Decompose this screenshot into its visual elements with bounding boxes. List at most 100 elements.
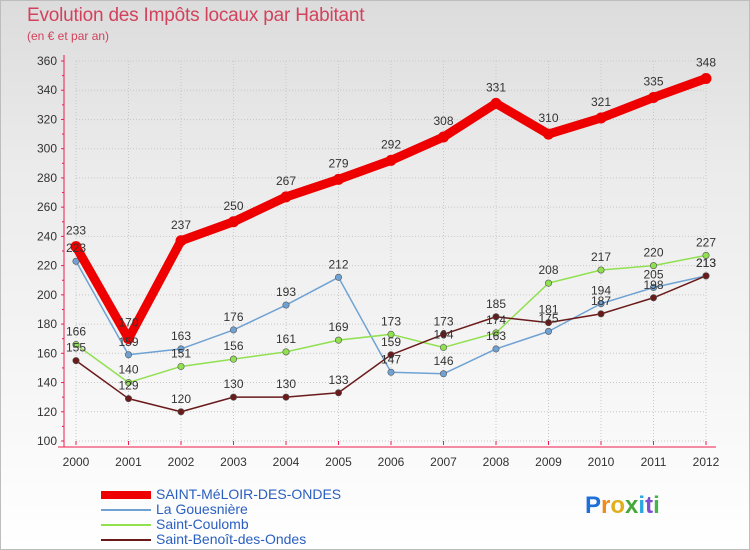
logo-letter: t xyxy=(645,492,654,519)
data-label-la-gouesniere: 213 xyxy=(696,256,716,270)
data-point-saint-coulomb xyxy=(387,330,395,338)
y-tick-label: 360 xyxy=(37,54,57,68)
data-label-la-gouesniere: 163 xyxy=(171,329,191,343)
proxiti-logo: Proxiti xyxy=(585,492,660,520)
legend-label: La Gouesnière xyxy=(156,501,248,517)
data-point-la-gouesniere xyxy=(439,370,447,378)
y-tick-label: 300 xyxy=(37,142,57,156)
data-label-saint-meloir-des-ondes: 267 xyxy=(276,174,296,188)
data-label-saint-coulomb: 161 xyxy=(276,332,296,346)
y-tick-label: 160 xyxy=(37,346,57,360)
data-label-saint-meloir-des-ondes: 237 xyxy=(171,218,191,232)
data-label-saint-benoit-des-ondes: 120 xyxy=(171,392,191,406)
data-point-saint-benoit-des-ondes xyxy=(282,393,290,401)
y-tick-label: 320 xyxy=(37,112,57,126)
data-point-la-gouesniere xyxy=(230,326,238,334)
data-label-saint-benoit-des-ondes: 198 xyxy=(643,278,663,292)
x-tick-label: 2003 xyxy=(220,455,247,469)
y-tick-label: 260 xyxy=(37,200,57,214)
data-point-la-gouesniere xyxy=(649,284,657,292)
data-point-saint-coulomb xyxy=(282,348,290,356)
data-point-saint-meloir-des-ondes xyxy=(700,73,712,85)
data-label-la-gouesniere: 163 xyxy=(486,329,506,343)
data-point-saint-benoit-des-ondes xyxy=(72,357,80,365)
line-chart: 100 120 140 160 180 200 220 240 260 280 300 320 340 3… xyxy=(37,54,720,469)
data-label-la-gouesniere: 147 xyxy=(381,352,401,366)
x-tick-label: 2005 xyxy=(325,455,352,469)
data-label-saint-meloir-des-ondes: 331 xyxy=(486,80,506,94)
y-tick-label: 140 xyxy=(37,376,57,390)
data-label-saint-benoit-des-ondes: 155 xyxy=(66,341,86,355)
x-tick-label: 2002 xyxy=(168,455,195,469)
data-label-saint-meloir-des-ondes: 170 xyxy=(118,316,138,330)
data-label-saint-meloir-des-ondes: 279 xyxy=(328,156,348,170)
data-point-saint-coulomb xyxy=(177,362,185,370)
data-label-la-gouesniere: 146 xyxy=(433,354,453,368)
data-point-saint-coulomb xyxy=(544,279,552,287)
logo-letter: i xyxy=(653,492,660,519)
data-point-saint-coulomb xyxy=(649,262,657,270)
chart-title: Evolution des Impôts locaux par Habitant xyxy=(27,5,365,26)
data-point-la-gouesniere xyxy=(334,273,342,281)
data-label-saint-meloir-des-ondes: 308 xyxy=(433,114,453,128)
data-point-saint-meloir-des-ondes xyxy=(228,216,239,228)
x-tick-label: 2000 xyxy=(63,455,90,469)
data-label-saint-meloir-des-ondes: 321 xyxy=(591,95,611,109)
data-label-saint-benoit-des-ondes: 185 xyxy=(486,297,506,311)
data-point-saint-benoit-des-ondes xyxy=(125,395,133,403)
data-label-saint-meloir-des-ondes: 250 xyxy=(223,199,243,213)
x-tick-label: 2012 xyxy=(693,455,720,469)
data-point-saint-meloir-des-ondes xyxy=(595,112,607,124)
data-label-saint-coulomb: 151 xyxy=(171,346,191,360)
legend-swatch xyxy=(101,491,151,499)
data-point-saint-benoit-des-ondes xyxy=(649,294,657,302)
data-label-la-gouesniere: 176 xyxy=(223,310,243,324)
data-label-saint-coulomb: 140 xyxy=(118,363,138,377)
logo-letter: i xyxy=(638,492,646,519)
logo-letter: P xyxy=(585,492,602,519)
data-point-saint-meloir-des-ondes xyxy=(70,241,82,253)
x-tick-label: 2001 xyxy=(115,455,142,469)
data-point-saint-benoit-des-ondes xyxy=(439,330,447,338)
y-tick-label: 220 xyxy=(37,259,57,273)
data-label-saint-coulomb: 220 xyxy=(643,246,663,260)
chart-subtitle: (en € et par an) xyxy=(27,29,110,43)
data-label-saint-meloir-des-ondes: 233 xyxy=(66,224,86,238)
data-point-saint-meloir-des-ondes xyxy=(280,191,292,203)
data-point-saint-coulomb xyxy=(597,266,605,274)
data-point-saint-benoit-des-ondes xyxy=(230,393,238,401)
y-tick-label: 120 xyxy=(37,405,57,419)
data-label-saint-benoit-des-ondes: 159 xyxy=(381,335,401,349)
data-label-la-gouesniere: 205 xyxy=(643,268,663,282)
data-point-la-gouesniere xyxy=(177,345,185,353)
x-tick-label: 2008 xyxy=(483,455,510,469)
data-point-saint-meloir-des-ondes xyxy=(543,128,554,140)
y-tick-label: 180 xyxy=(37,317,57,331)
x-tick-label: 2006 xyxy=(378,455,405,469)
data-point-saint-meloir-des-ondes xyxy=(175,235,187,247)
x-tick-label: 2011 xyxy=(641,455,667,469)
data-point-la-gouesniere xyxy=(597,300,605,308)
data-label-saint-benoit-des-ondes: 181 xyxy=(538,303,558,317)
legend-label: SAINT-MéLOIR-DES-ONDES xyxy=(156,486,342,502)
data-label-saint-coulomb: 156 xyxy=(223,339,243,353)
x-tick-label: 2009 xyxy=(535,455,562,469)
data-label-saint-coulomb: 208 xyxy=(538,263,558,277)
data-label-saint-benoit-des-ondes: 129 xyxy=(118,379,138,393)
legend-swatch xyxy=(101,524,151,526)
data-label-saint-benoit-des-ondes: 187 xyxy=(591,294,611,308)
data-point-saint-benoit-des-ondes xyxy=(702,272,710,280)
data-point-saint-coulomb xyxy=(334,336,342,344)
data-label-saint-benoit-des-ondes: 133 xyxy=(328,373,348,387)
data-label-saint-coulomb: 169 xyxy=(328,320,348,334)
data-point-saint-meloir-des-ondes xyxy=(123,333,134,345)
x-tick-label: 2010 xyxy=(588,455,615,469)
data-point-saint-coulomb xyxy=(230,355,238,363)
data-point-saint-coulomb xyxy=(702,251,710,259)
data-label-saint-coulomb: 217 xyxy=(591,250,611,264)
legend-swatch xyxy=(101,509,151,511)
data-point-la-gouesniere xyxy=(282,301,290,309)
data-label-saint-coulomb: 173 xyxy=(381,314,401,328)
logo-letter: r xyxy=(601,492,611,519)
